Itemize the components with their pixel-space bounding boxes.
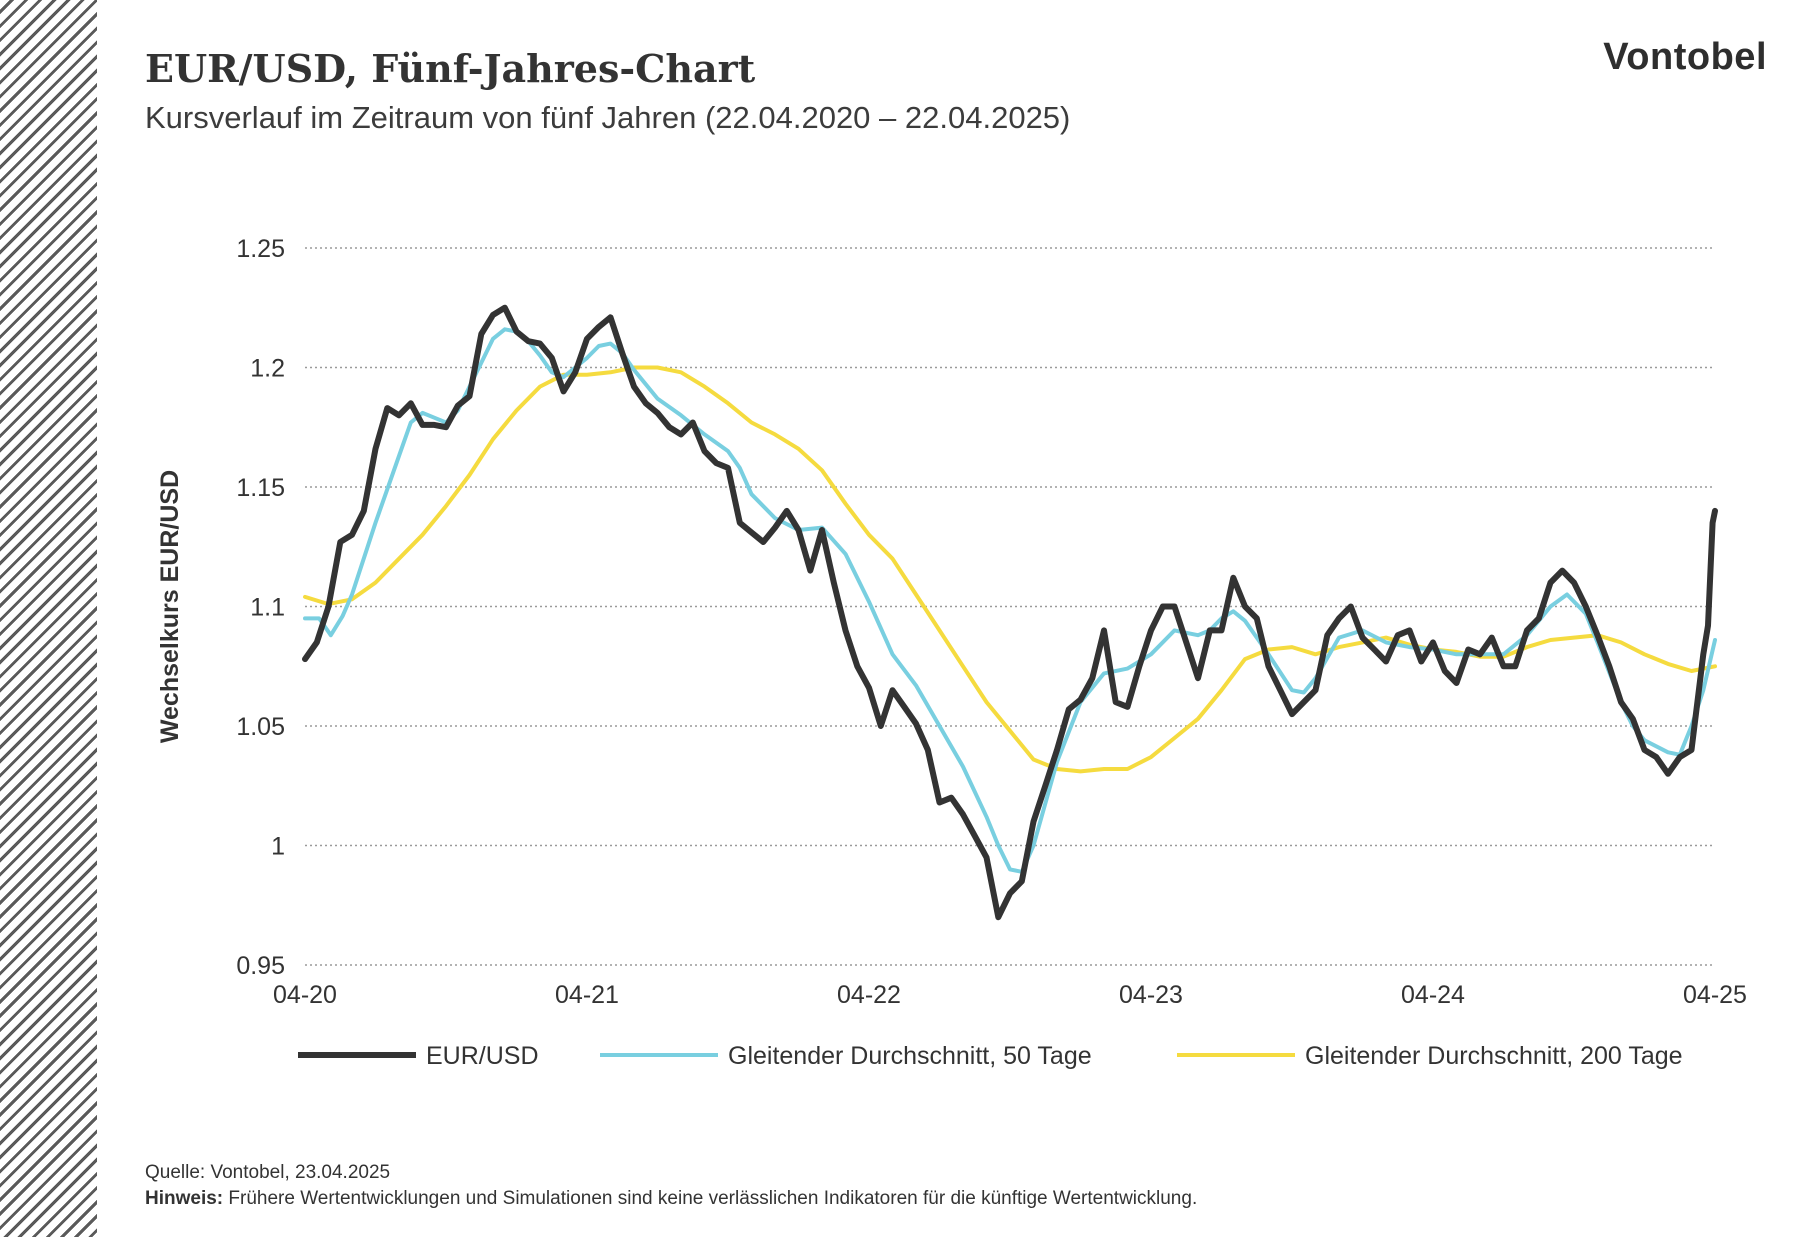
legend-item: Gleitender Durchschnitt, 200 Tage: [1177, 1042, 1683, 1070]
y-tick-label: 1.2: [250, 355, 285, 383]
x-tick-label: 04-25: [1683, 981, 1747, 1009]
series-line-ma200: [303, 365, 1717, 774]
y-tick-label: 1.15: [236, 474, 285, 502]
chart-subtitle: Kursverlauf im Zeitraum von fünf Jahren …: [145, 100, 1071, 135]
y-axis-ticks: 1.25 1.2 1.15 1.1 1.05 1 0.95: [236, 235, 285, 980]
y-tick-label: 0.95: [236, 952, 285, 980]
y-tick-label: 1.25: [236, 235, 285, 263]
legend-item: EUR/USD: [298, 1042, 539, 1070]
footer: Quelle: Vontobel, 23.04.2025 Hinweis: Fr…: [145, 1160, 1197, 1212]
source-line: Quelle: Vontobel, 23.04.2025: [145, 1160, 1197, 1186]
series: [302, 304, 1718, 921]
x-tick-label: 04-24: [1401, 981, 1465, 1009]
legend-item: Gleitender Durchschnitt, 50 Tage: [600, 1042, 1092, 1070]
disclaimer-line: Hinweis: Frühere Wertentwicklungen und S…: [145, 1186, 1197, 1212]
legend-label: EUR/USD: [426, 1042, 539, 1070]
chart-title: EUR/USD, Fünf-Jahres-Chart: [145, 46, 756, 91]
y-tick-label: 1.05: [236, 713, 285, 741]
legend-label: Gleitender Durchschnitt, 50 Tage: [728, 1042, 1092, 1070]
legend-label: Gleitender Durchschnitt, 200 Tage: [1305, 1042, 1683, 1070]
x-tick-label: 04-21: [555, 981, 619, 1009]
source-label: Quelle:: [145, 1162, 206, 1183]
x-axis-ticks: 04-20 04-21 04-22 04-23 04-24 04-25: [273, 981, 1747, 1009]
note-label: Hinweis:: [145, 1188, 224, 1209]
x-tick-label: 04-22: [837, 981, 901, 1009]
legend: EUR/USD Gleitender Durchschnitt, 50 Tage G…: [298, 1042, 1683, 1070]
series-line-ma50: [303, 327, 1717, 874]
y-tick-label: 1.1: [250, 594, 285, 622]
y-tick-label: 1: [271, 833, 285, 861]
hatched-side-border: [0, 0, 97, 1237]
y-axis-label: Wechselkurs EUR/USD: [156, 470, 184, 743]
x-tick-label: 04-20: [273, 981, 337, 1009]
series-line-eurusd: [302, 304, 1718, 921]
x-tick-label: 04-23: [1119, 981, 1183, 1009]
gridlines: [305, 247, 1715, 966]
brand-logo: Vontobel: [1603, 36, 1767, 78]
note-text: Frühere Wertentwicklungen und Simulation…: [228, 1188, 1198, 1209]
source-text: Vontobel, 23.04.2025: [210, 1162, 391, 1183]
